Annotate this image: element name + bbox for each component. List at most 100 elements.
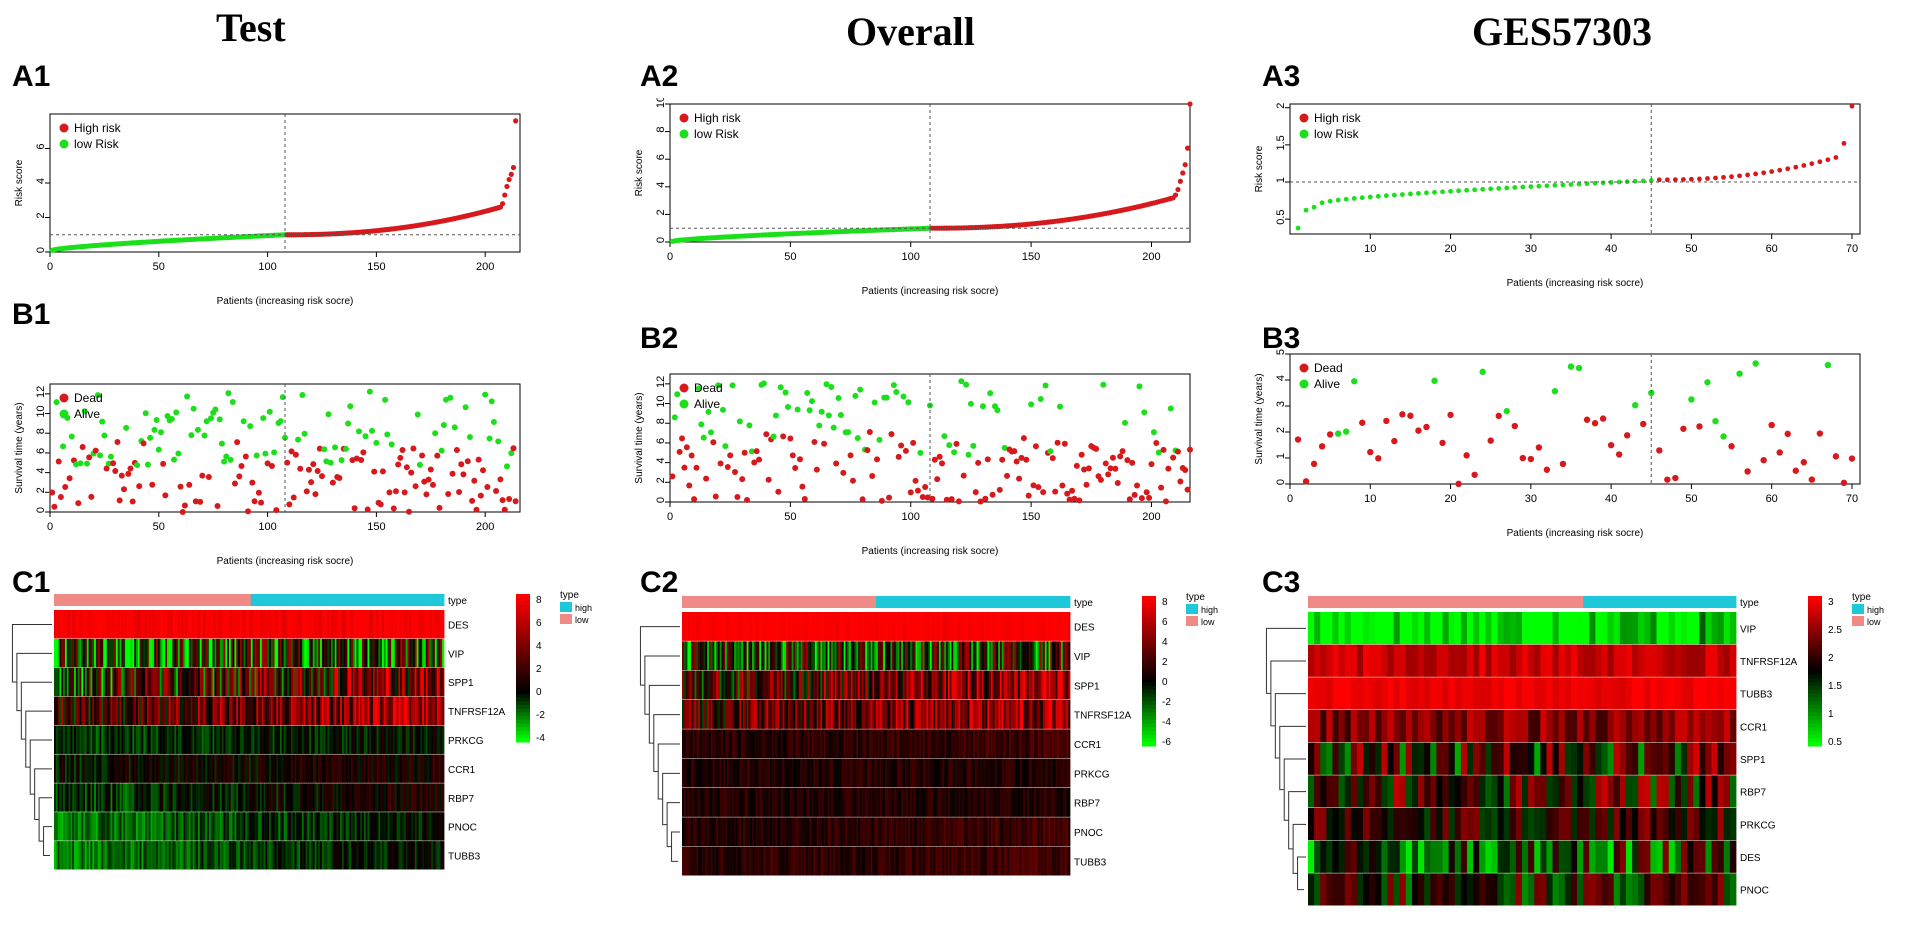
heatmap-cell bbox=[1057, 670, 1060, 700]
heatmap-cell bbox=[392, 638, 396, 668]
heatmap-cell bbox=[960, 641, 963, 671]
heatmap-cell bbox=[340, 610, 343, 639]
alive-point bbox=[671, 414, 678, 421]
heatmap-cell bbox=[331, 812, 334, 841]
type-low-cell bbox=[773, 596, 776, 608]
heatmap-cell bbox=[946, 700, 949, 729]
heatmap-cell bbox=[205, 667, 208, 697]
legend-alive-label: Alive bbox=[694, 397, 720, 411]
dead-point bbox=[739, 476, 746, 483]
heatmap-cell bbox=[249, 610, 252, 639]
heatmap-cell bbox=[278, 638, 281, 668]
alive-point bbox=[1141, 409, 1148, 416]
heatmap-cell bbox=[1037, 758, 1040, 788]
heatmap-cell bbox=[168, 638, 172, 668]
type-low-cell bbox=[800, 596, 803, 608]
heatmap-cell bbox=[66, 667, 69, 697]
heatmap-cell bbox=[391, 841, 394, 870]
heatmap-cell bbox=[744, 729, 748, 759]
heatmap-cell bbox=[329, 841, 332, 870]
heatmap-cell bbox=[190, 638, 193, 668]
heatmap-cell bbox=[744, 788, 748, 817]
heatmap-cell bbox=[919, 641, 922, 671]
heatmap-cell bbox=[119, 812, 122, 841]
heatmap-cell bbox=[114, 754, 117, 783]
heatmap-cell bbox=[423, 667, 427, 697]
heatmap-cell bbox=[183, 754, 186, 783]
heatmap-cell bbox=[130, 812, 133, 841]
color-scale-step bbox=[516, 730, 530, 736]
heatmap-cell bbox=[161, 725, 164, 754]
heatmap-cell bbox=[106, 841, 110, 870]
heatmap-cell bbox=[238, 696, 241, 726]
heatmap-cell bbox=[877, 612, 880, 641]
heatmap-cell bbox=[183, 725, 186, 754]
type-high-cell bbox=[361, 594, 365, 606]
low-risk-point bbox=[1608, 180, 1614, 185]
type-low-cell bbox=[698, 596, 701, 608]
heatmap-cell bbox=[696, 758, 699, 788]
dead-point bbox=[199, 472, 206, 479]
heatmap-cell bbox=[427, 841, 430, 870]
dead-point bbox=[186, 481, 193, 488]
heatmap-cell bbox=[814, 641, 818, 671]
heatmap-cell bbox=[212, 754, 215, 783]
heatmap-cell bbox=[710, 641, 713, 671]
heatmap-cell bbox=[755, 788, 758, 817]
heatmap-cell bbox=[269, 783, 272, 812]
heatmap-cell bbox=[719, 700, 722, 729]
alive-point bbox=[1155, 449, 1162, 456]
dead-point bbox=[1318, 443, 1326, 450]
type-high-cell bbox=[267, 594, 270, 606]
heatmap-cell bbox=[996, 758, 999, 788]
heatmap-cell bbox=[983, 612, 986, 641]
heatmap-cell bbox=[303, 841, 306, 870]
heatmap-cell bbox=[685, 700, 688, 729]
heatmap-cell bbox=[301, 696, 305, 726]
heatmap-cell bbox=[423, 696, 427, 726]
heatmap-cell bbox=[843, 729, 846, 759]
type-high-cell bbox=[1053, 596, 1057, 608]
heatmap-cell bbox=[61, 610, 64, 639]
x-axis-label: Patients (increasing risk socre) bbox=[1507, 278, 1644, 289]
heatmap-cell bbox=[361, 610, 365, 639]
dead-point bbox=[960, 472, 967, 479]
alive-point bbox=[142, 410, 149, 417]
heatmap-cell bbox=[320, 841, 323, 870]
heatmap-cell bbox=[77, 754, 80, 783]
heatmap-cell bbox=[105, 783, 108, 812]
heatmap-cell bbox=[407, 812, 410, 841]
heatmap-cell bbox=[323, 812, 326, 841]
heatmap-cell bbox=[188, 841, 192, 870]
type-low-cell bbox=[762, 596, 766, 608]
heatmap-cell bbox=[1030, 612, 1033, 641]
heatmap-cell bbox=[108, 783, 111, 812]
heatmap-cell bbox=[1057, 612, 1060, 641]
heatmap-cell bbox=[92, 812, 95, 841]
heatmap-cell bbox=[374, 725, 377, 754]
heatmap-cell bbox=[75, 638, 79, 668]
heatmap-cell bbox=[1010, 700, 1013, 729]
heatmap-cell bbox=[888, 729, 891, 759]
heatmap-cell bbox=[865, 758, 868, 788]
x-tick-label: 0 bbox=[667, 251, 673, 263]
heatmap-cell bbox=[296, 725, 299, 754]
heatmap-cell bbox=[70, 696, 73, 726]
heatmap-cell bbox=[802, 641, 805, 671]
dead-point bbox=[787, 435, 794, 442]
heatmap-cell bbox=[938, 700, 942, 729]
heatmap-cell bbox=[367, 667, 370, 697]
heatmap-cell bbox=[157, 783, 161, 812]
heatmap-cell bbox=[863, 612, 866, 641]
heatmap-cell bbox=[757, 612, 760, 641]
heatmap-cell bbox=[831, 670, 834, 700]
heatmap-cell bbox=[117, 812, 121, 841]
heatmap-cell bbox=[974, 612, 977, 641]
color-scale-tick: 2 bbox=[536, 664, 542, 675]
heatmap-cell bbox=[219, 696, 223, 726]
heatmap-cell bbox=[735, 612, 739, 641]
heatmap-cell bbox=[998, 612, 1001, 641]
heatmap-cell bbox=[876, 670, 879, 700]
heatmap-cell bbox=[798, 612, 801, 641]
